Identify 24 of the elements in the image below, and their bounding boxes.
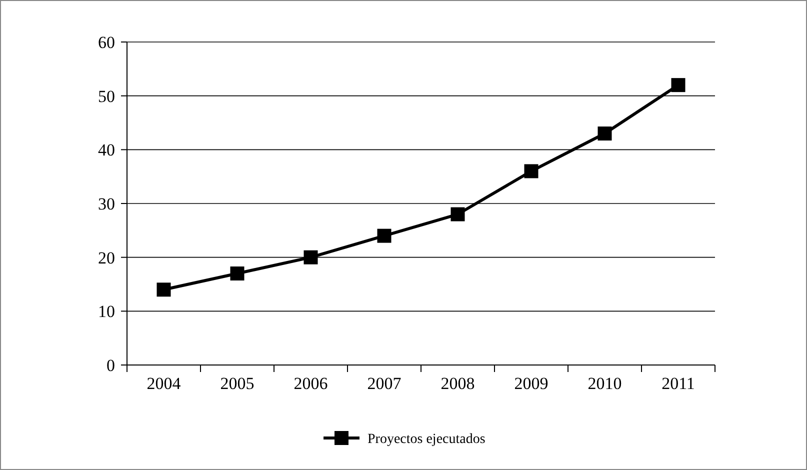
point <box>230 266 244 280</box>
x-tick-label: 2004 <box>146 374 182 393</box>
y-tick-label: 40 <box>98 140 115 160</box>
y-tick-label: 60 <box>98 32 115 52</box>
y-tick-label: 10 <box>98 302 115 322</box>
y-tick-label: 20 <box>98 248 115 268</box>
x-tick-label: 2007 <box>367 374 402 393</box>
x-tick-label: 2011 <box>662 374 695 393</box>
x-tick-label: 2008 <box>440 374 475 393</box>
y-tick-label: 30 <box>98 194 115 214</box>
y-tick-label: 0 <box>106 356 115 375</box>
point <box>671 78 686 92</box>
point <box>450 207 465 222</box>
point <box>377 228 392 243</box>
x-tick-label: 2006 <box>294 374 328 393</box>
point <box>156 282 171 297</box>
x-tick-label: 2009 <box>514 374 548 393</box>
x-tick-label: 2005 <box>220 374 254 393</box>
point <box>598 126 612 141</box>
x-tick-label: 2010 <box>588 374 622 393</box>
point <box>524 164 538 178</box>
legend-label: Proyectos ejecutados <box>368 432 486 447</box>
point <box>304 250 318 264</box>
y-tick-label: 50 <box>98 86 115 106</box>
